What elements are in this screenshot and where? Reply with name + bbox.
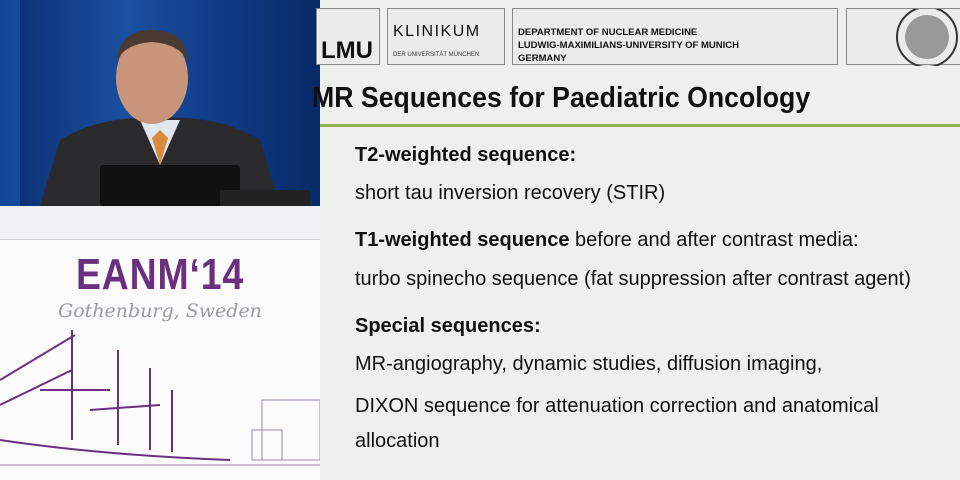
lmu-logo: LMU bbox=[316, 8, 380, 65]
department-line: DEPARTMENT OF NUCLEAR MEDICINE bbox=[518, 27, 698, 38]
item-heading: T2-weighted sequence: bbox=[355, 144, 577, 166]
lmu-logo-text: LMU bbox=[321, 37, 373, 64]
university-seal-icon bbox=[896, 6, 958, 68]
university-line: LUDWIG-MAXIMILIANS-UNIVERSITY OF MUNICH bbox=[518, 40, 739, 51]
klinikum-text: KLINIKUM bbox=[393, 23, 481, 40]
event-name: EANM‘14 bbox=[75, 250, 245, 299]
ship-illustration bbox=[0, 330, 320, 466]
presentation-slide: LMU KLINIKUM DER UNIVERSITÄT MÜNCHEN DEP… bbox=[312, 0, 960, 480]
conference-banner: EANM‘14 Gothenburg, Sweden bbox=[0, 240, 320, 480]
item-line: short tau inversion recovery (STIR) bbox=[355, 182, 666, 204]
country-line: GERMANY bbox=[518, 53, 567, 64]
speaker-image bbox=[0, 0, 310, 206]
podium bbox=[0, 206, 320, 240]
item-line: DIXON sequence for attenuation correctio… bbox=[355, 395, 879, 417]
speaker-video bbox=[0, 0, 320, 206]
department-box: DEPARTMENT OF NUCLEAR MEDICINE LUDWIG-MA… bbox=[512, 8, 838, 65]
item-heading: Special sequences: bbox=[355, 315, 541, 337]
klinikum-logo: KLINIKUM DER UNIVERSITÄT MÜNCHEN bbox=[387, 8, 505, 65]
university-seal-box bbox=[846, 6, 960, 68]
item-heading: T1-weighted sequence bbox=[355, 229, 570, 251]
title-rule bbox=[320, 124, 960, 127]
item-line: MR-angiography, dynamic studies, diffusi… bbox=[355, 353, 823, 375]
item-line: turbo spinecho sequence (fat suppression… bbox=[355, 268, 911, 290]
item-line: allocation bbox=[355, 430, 440, 452]
item-heading-rest: before and after contrast media: bbox=[569, 229, 859, 251]
klinikum-subtext: DER UNIVERSITÄT MÜNCHEN bbox=[393, 52, 480, 58]
event-location: Gothenburg, Sweden bbox=[58, 300, 262, 322]
slide-title: MR Sequences for Paediatric Oncology bbox=[312, 82, 811, 114]
